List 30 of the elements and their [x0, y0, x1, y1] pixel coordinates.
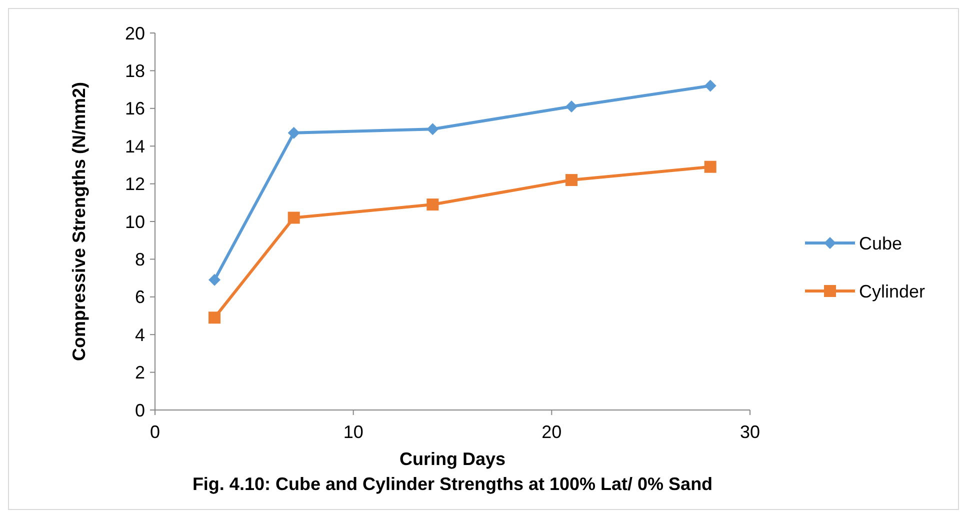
x-tick-label: 10	[343, 422, 364, 442]
x-tick-label: 0	[150, 422, 160, 442]
x-tick-label: 20	[542, 422, 562, 442]
point	[288, 212, 300, 224]
point	[288, 126, 300, 139]
y-tick-label: 20	[124, 23, 145, 44]
y-tick-label: 14	[124, 136, 145, 156]
legend-label: Cylinder	[859, 281, 926, 302]
point	[208, 312, 220, 324]
point	[426, 123, 439, 136]
y-tick-label: 0	[134, 400, 145, 420]
point	[566, 174, 578, 186]
point	[704, 80, 716, 92]
y-tick-label: 16	[124, 98, 145, 119]
y-tick-label: 18	[124, 61, 145, 81]
point	[566, 100, 578, 113]
y-tick-label: 10	[124, 212, 145, 232]
x-tick-label: 30	[740, 422, 760, 442]
y-tick-label: 6	[134, 287, 145, 308]
x-axis-title: Curing Days	[399, 449, 506, 469]
y-tick-label: 8	[134, 250, 145, 270]
point	[704, 160, 716, 173]
y-tick-label: 12	[124, 174, 145, 194]
y-tick-label: 2	[134, 362, 145, 383]
caption: Fig. 4.10: Cube and Cylinder Strengths at 100% Lat/ 0% Sand	[192, 474, 713, 494]
y-tick-label: 4	[134, 324, 145, 345]
point	[426, 198, 439, 211]
legend-label: Cube	[859, 233, 902, 254]
point	[208, 274, 220, 286]
y-axis-title: Compressive Strengths (N/mm2)	[69, 82, 89, 362]
